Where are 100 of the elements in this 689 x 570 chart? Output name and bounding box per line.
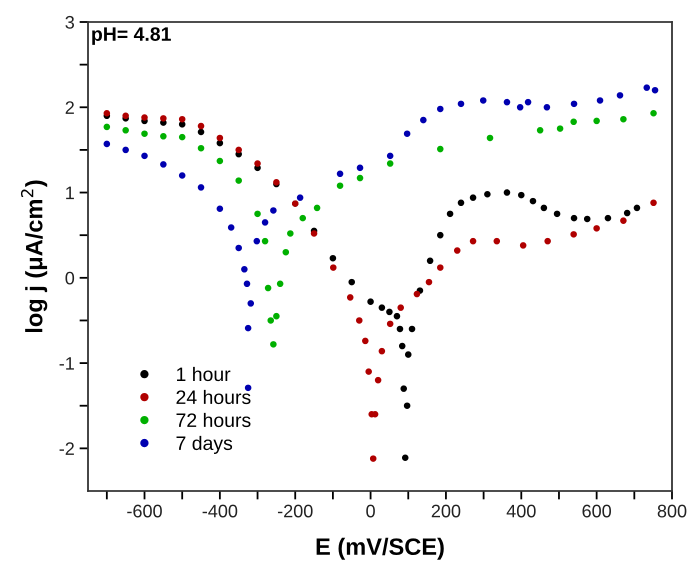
point [270, 341, 277, 348]
x-tick-label: 800 [658, 504, 686, 518]
legend-label: 7 days [176, 436, 232, 454]
point [397, 304, 404, 311]
point [394, 312, 400, 320]
point [370, 455, 376, 462]
point [141, 152, 148, 160]
legend-label: 72 hours [176, 412, 250, 428]
point [504, 189, 510, 196]
x-tick-label: -600 [127, 504, 162, 518]
point [386, 160, 394, 167]
point [378, 304, 386, 311]
point [356, 164, 364, 172]
point [518, 192, 525, 198]
point [408, 326, 416, 332]
y-axis-title: log j (μA/cm$^{2}$) [20, 180, 48, 332]
point [104, 140, 110, 148]
point [446, 210, 454, 218]
point [596, 97, 604, 104]
point [650, 200, 657, 206]
point [544, 238, 551, 244]
point [287, 230, 294, 237]
point [122, 146, 129, 154]
point [122, 127, 129, 134]
x-tick-label: -400 [202, 504, 238, 518]
point [454, 247, 460, 254]
point [400, 385, 407, 392]
y-tick-label: 1 [66, 186, 74, 200]
point [634, 204, 640, 212]
point [296, 194, 304, 201]
x-tick-label: -200 [278, 504, 313, 518]
point [620, 217, 627, 224]
point [141, 130, 148, 137]
point [216, 158, 224, 164]
point [437, 232, 444, 238]
point [624, 210, 630, 216]
point [524, 98, 532, 106]
y-tick-label: 3 [65, 16, 74, 29]
x-tick-label: 600 [582, 504, 612, 518]
point [570, 231, 577, 238]
point [254, 160, 261, 167]
point [254, 210, 261, 218]
point [404, 402, 410, 409]
point [386, 320, 394, 328]
point [330, 254, 336, 262]
point [458, 100, 464, 108]
point [620, 116, 627, 122]
point [486, 134, 494, 142]
annotation: pH= 4.81 [92, 27, 171, 45]
point [420, 116, 427, 124]
point [362, 338, 369, 344]
x-axis-title: E (mV/SCE) [316, 538, 444, 560]
point [652, 86, 658, 94]
point [198, 122, 204, 130]
legend-label: 1 hour [177, 366, 230, 382]
point [300, 214, 306, 222]
point [310, 230, 318, 237]
point [276, 280, 284, 288]
point [470, 194, 476, 201]
point [104, 110, 110, 116]
point [273, 312, 280, 320]
point [336, 170, 344, 178]
point [141, 114, 148, 121]
y-tick-label: 0 [65, 272, 74, 285]
point [122, 112, 129, 120]
point [264, 284, 272, 292]
point [540, 204, 548, 212]
point [270, 207, 277, 214]
point [267, 317, 274, 324]
point [458, 200, 464, 206]
point [544, 104, 550, 111]
point [480, 97, 486, 104]
point [644, 84, 650, 91]
legend-label: 24 hours [176, 390, 250, 404]
point [104, 124, 110, 130]
point [178, 134, 186, 140]
x-tick-label: 400 [506, 504, 536, 518]
point [556, 125, 564, 132]
point [314, 204, 320, 212]
point [470, 238, 476, 244]
point [530, 198, 536, 204]
point [228, 224, 234, 231]
point [437, 264, 444, 271]
point [178, 172, 186, 179]
point [593, 225, 600, 232]
point [554, 210, 560, 218]
point [244, 280, 250, 288]
point [235, 146, 242, 154]
point [405, 351, 412, 358]
point [160, 161, 167, 168]
point [426, 258, 434, 264]
point [178, 116, 186, 122]
point [346, 294, 354, 301]
point [241, 266, 248, 273]
point [520, 242, 526, 249]
point [570, 100, 578, 108]
point [282, 248, 290, 256]
point [374, 376, 382, 384]
point [378, 348, 386, 354]
point [504, 98, 510, 106]
